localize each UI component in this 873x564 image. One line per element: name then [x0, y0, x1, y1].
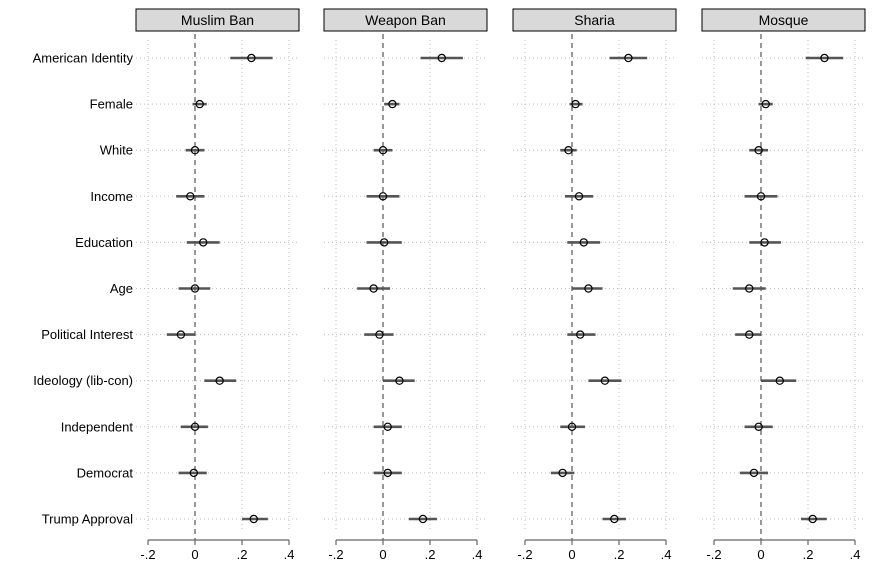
estimate-muslim-ban-white	[190, 145, 200, 155]
variable-label-age: Age	[110, 281, 133, 296]
estimate-sharia-white	[564, 145, 573, 155]
panel-sharia: Sharia -.2 0 .2 .4	[512, 8, 677, 562]
panel-title: Weapon Ban	[365, 12, 446, 28]
x-tick-label: 0	[568, 547, 575, 562]
panel-weapon-ban: Weapon Ban -.2 0 .2 .4	[323, 8, 488, 562]
x-tick-label: .4	[850, 547, 861, 562]
x-tick-label: .2	[237, 547, 248, 562]
panel-title: Sharia	[574, 12, 615, 28]
estimate-sharia-female	[571, 99, 580, 109]
variable-label-democrat: Democrat	[77, 465, 134, 480]
x-tick-label: .4	[472, 547, 483, 562]
estimate-weapon-ban-american-identity	[437, 53, 446, 63]
estimate-sharia-trump-approval	[610, 514, 619, 524]
estimate-muslim-ban-income	[186, 192, 195, 201]
variable-label-education: Education	[75, 235, 133, 250]
variable-label-american-identity: American Identity	[33, 51, 134, 66]
estimate-mosque-age	[745, 284, 754, 293]
estimate-mosque-trump-approval	[808, 514, 817, 524]
x-tick-label: 0	[379, 547, 386, 562]
estimate-sharia-independent	[567, 422, 577, 431]
variable-label-white: White	[100, 143, 133, 158]
estimate-muslim-ban-american-identity	[247, 53, 256, 63]
estimate-sharia-democrat	[558, 468, 567, 478]
variable-label-ideology-lib-con: Ideology (lib-con)	[33, 373, 133, 388]
x-tick-label: 0	[191, 547, 198, 562]
x-tick-label: .4	[284, 547, 295, 562]
x-tick-label: -.2	[140, 547, 155, 562]
estimate-mosque-political-interest	[745, 330, 754, 339]
estimate-muslim-ban-democrat	[189, 468, 199, 478]
estimate-weapon-ban-political-interest	[375, 330, 384, 339]
estimate-muslim-ban-trump-approval	[249, 514, 258, 524]
estimate-weapon-ban-independent	[383, 422, 392, 431]
estimate-mosque-democrat	[749, 468, 759, 478]
estimate-weapon-ban-democrat	[383, 468, 392, 478]
estimate-muslim-ban-ideology-lib-con	[215, 376, 224, 385]
estimate-sharia-political-interest	[576, 330, 585, 339]
estimate-sharia-ideology-lib-con	[600, 376, 610, 385]
x-tick-label: .2	[803, 547, 814, 562]
estimate-weapon-ban-education	[379, 238, 389, 247]
panel-strip	[701, 8, 866, 32]
estimate-sharia-american-identity	[624, 53, 633, 63]
estimate-mosque-income	[756, 192, 766, 201]
estimate-muslim-ban-female	[195, 99, 204, 109]
estimate-muslim-ban-age	[190, 284, 200, 293]
x-tick-label: 0	[757, 547, 764, 562]
estimate-weapon-ban-ideology-lib-con	[395, 376, 404, 385]
x-tick-label: -.2	[517, 547, 532, 562]
estimate-weapon-ban-trump-approval	[418, 514, 428, 524]
estimate-sharia-income	[574, 192, 584, 201]
variable-labels: American Identity Female White Income Educat…	[33, 51, 134, 527]
estimate-mosque-ideology-lib-con	[775, 376, 785, 385]
x-tick-label: .2	[614, 547, 625, 562]
estimate-sharia-education	[579, 238, 588, 247]
estimate-mosque-white	[754, 145, 763, 155]
variable-label-independent: Independent	[61, 419, 134, 434]
variable-label-political-interest: Political Interest	[41, 327, 133, 342]
estimate-mosque-independent	[754, 422, 763, 431]
variable-label-income: Income	[90, 189, 133, 204]
panel-mosque: Mosque -.2 0 .2 .4	[701, 8, 866, 562]
panel-strip	[323, 8, 488, 32]
variable-label-female: Female	[90, 97, 133, 112]
panel-title: Muslim Ban	[181, 12, 254, 28]
estimate-sharia-age	[584, 284, 593, 293]
estimate-mosque-female	[761, 99, 770, 109]
panel-strip	[512, 8, 677, 32]
x-tick-label: .4	[661, 547, 672, 562]
panel-title: Mosque	[759, 12, 809, 28]
estimate-muslim-ban-political-interest	[176, 330, 186, 339]
panel-strip	[135, 8, 300, 32]
estimate-muslim-ban-independent	[190, 422, 200, 431]
estimate-muslim-ban-education	[199, 238, 208, 247]
x-tick-label: .2	[425, 547, 436, 562]
estimate-weapon-ban-female	[388, 99, 397, 109]
x-tick-label: -.2	[328, 547, 343, 562]
panel-muslim-ban: Muslim Ban -.2 0 .2 .4	[135, 8, 300, 562]
estimate-mosque-education	[760, 238, 769, 247]
estimate-weapon-ban-white	[378, 145, 388, 155]
variable-label-trump-approval: Trump Approval	[42, 512, 133, 527]
estimate-weapon-ban-age	[369, 284, 378, 293]
x-tick-label: -.2	[706, 547, 721, 562]
estimate-mosque-american-identity	[820, 53, 829, 63]
estimate-weapon-ban-income	[378, 192, 388, 201]
